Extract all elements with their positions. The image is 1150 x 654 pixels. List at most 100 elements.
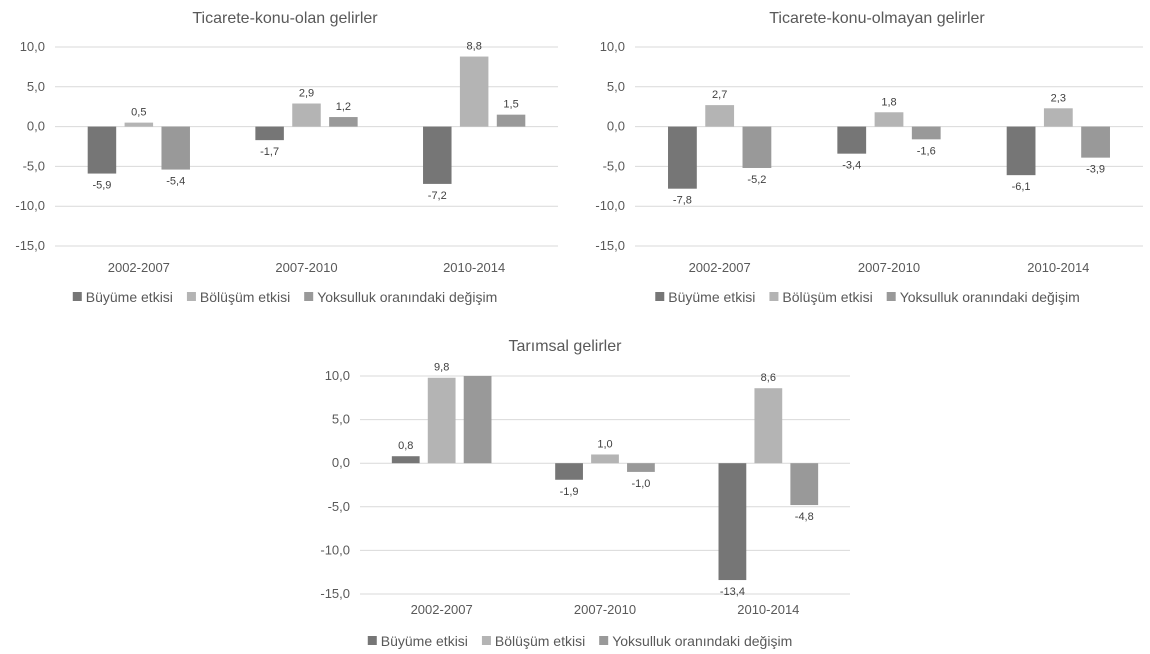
data-label: 0,5: [131, 107, 146, 119]
y-tick-label: 10,0: [600, 39, 625, 54]
data-label: 2,9: [299, 88, 314, 100]
data-label: 2,3: [1051, 92, 1066, 104]
data-label: -1,0: [631, 478, 650, 490]
bar-buyume-etkisi: [255, 126, 284, 141]
bar-bolusum-etkisi: [705, 105, 735, 127]
y-tick-label: 0,0: [607, 119, 625, 134]
chart-title: Tarımsal gelirler: [509, 338, 623, 355]
bar-yoksulluk-oranindaki-degisim: [1081, 126, 1110, 158]
y-tick-label: -10,0: [595, 198, 625, 213]
y-tick-label: 10,0: [325, 368, 350, 383]
x-category-label: 2007-2010: [574, 602, 636, 617]
bar-yoksulluk-oranindaki-degisim: [496, 114, 526, 127]
data-label: -5,2: [747, 174, 766, 186]
data-label: -6,1: [1012, 181, 1031, 193]
y-tick-label: -15,0: [595, 238, 625, 253]
data-label: 8,8: [467, 41, 482, 53]
bar-buyume-etkisi: [555, 463, 583, 480]
y-tick-label: 5,0: [332, 412, 350, 427]
chart-panel-ticarete-konu-olan: Ticarete-konu-olan gelirler 10,0 5,0 0,0 -5,…: [0, 0, 570, 318]
y-tick-label: 0,0: [332, 455, 350, 470]
chart-svg: Ticarete-konu-olmayan gelirler 10,0 5,0 0,0…: [595, 10, 1143, 305]
data-label: -1,6: [917, 145, 936, 157]
bar-buyume-etkisi: [391, 456, 420, 464]
bar-yoksulluk-oranindaki-degisim: [329, 117, 358, 127]
data-label: -5,9: [92, 180, 111, 192]
legend-label: Yoksulluk oranındaki değişim: [900, 289, 1080, 305]
legend-label: Bölüşüm etkisi: [495, 633, 585, 649]
y-tick-label: 0,0: [27, 119, 45, 134]
y-tick-label: -10,0: [320, 542, 350, 557]
legend: Büyüme etkisi Bölüşüm etkisi Yoksulluk ora…: [367, 633, 792, 649]
data-label: 8,6: [761, 372, 776, 384]
x-category-label: 2002-2007: [108, 260, 170, 275]
data-label: -7,2: [428, 190, 447, 202]
bar-bolusum-etkisi: [427, 377, 456, 464]
chart-svg: Tarımsal gelirler 10,0 5,0 0,0 -5,0 -10,0 -15,…: [320, 338, 850, 649]
bar-bolusum-etkisi: [292, 103, 321, 127]
bar-bolusum-etkisi: [754, 388, 783, 464]
y-tick-label: -5,0: [23, 158, 45, 173]
legend-label: Büyüme etkisi: [86, 289, 173, 305]
y-tick-label: -10,0: [15, 198, 45, 213]
y-tick-label: -5,0: [603, 158, 625, 173]
data-label: -1,9: [560, 486, 579, 498]
legend-label: Büyüme etkisi: [668, 289, 755, 305]
data-label: 1,5: [503, 99, 518, 111]
bar-buyume-etkisi: [837, 126, 867, 154]
bar-buyume-etkisi: [423, 126, 452, 184]
bar-yoksulluk-oranindaki-degisim: [911, 126, 941, 140]
legend: Büyüme etkisi Bölüşüm etkisi Yoksulluk ora…: [72, 289, 497, 305]
chart-svg: Ticarete-konu-olan gelirler 10,0 5,0 0,0 -5,…: [15, 10, 558, 305]
x-category-label: 2002-2007: [689, 260, 751, 275]
y-tick-label: -15,0: [15, 238, 45, 253]
bar-yoksulluk-oranindaki-degisim: [627, 463, 655, 472]
data-label: 1,2: [336, 101, 351, 113]
y-tick-label: -5,0: [328, 499, 350, 514]
chart-panel-tarimsal: Tarımsal gelirler 10,0 5,0 0,0 -5,0 -10,0 -15,…: [290, 328, 870, 654]
data-label: -4,8: [795, 511, 814, 523]
bar-bolusum-etkisi: [591, 454, 619, 464]
y-tick-label: 10,0: [20, 39, 45, 54]
data-label: -13,4: [720, 586, 745, 598]
data-label: -3,4: [842, 160, 861, 172]
data-label: 1,0: [597, 438, 612, 450]
data-label: 0,8: [398, 440, 413, 452]
chart-title: Ticarete-konu-olan gelirler: [192, 10, 378, 27]
bar-yoksulluk-oranindaki-degisim: [790, 463, 819, 506]
bar-bolusum-etkisi: [874, 112, 904, 127]
x-category-label: 2010-2014: [443, 260, 505, 275]
y-tick-label: 5,0: [27, 79, 45, 94]
x-category-label: 2010-2014: [1027, 260, 1089, 275]
data-label: -7,8: [673, 195, 692, 207]
x-category-label: 2007-2010: [275, 260, 337, 275]
x-category-label: 2010-2014: [737, 602, 799, 617]
x-category-label: 2002-2007: [411, 602, 473, 617]
bar-bolusum-etkisi: [459, 56, 489, 127]
bar-bolusum-etkisi: [1043, 108, 1073, 127]
bar-bolusum-etkisi: [124, 122, 154, 127]
legend-swatch: [655, 292, 665, 301]
legend: Büyüme etkisi Bölüşüm etkisi Yoksulluk ora…: [655, 289, 1080, 305]
bar-yoksulluk-oranindaki-degisim: [742, 126, 772, 168]
bar-buyume-etkisi: [87, 126, 117, 174]
chart-panel-ticarete-konu-olmayan: Ticarete-konu-olmayan gelirler 10,0 5,0 0,0…: [585, 0, 1150, 318]
legend-swatch: [769, 292, 779, 301]
legend-swatch: [599, 636, 609, 645]
legend-swatch: [367, 636, 377, 645]
data-label: 1,8: [881, 96, 896, 108]
legend-swatch: [886, 292, 896, 301]
legend-swatch: [304, 292, 314, 301]
data-label: -5,4: [166, 176, 185, 188]
data-label: -1,7: [260, 146, 279, 158]
legend-swatch: [186, 292, 196, 301]
data-label: 2,7: [712, 89, 727, 101]
data-label: 9,8: [434, 362, 449, 374]
y-tick-label: -15,0: [320, 586, 350, 601]
legend-label: Büyüme etkisi: [381, 633, 468, 649]
bar-buyume-etkisi: [668, 126, 697, 189]
legend-swatch: [481, 636, 491, 645]
chart-title: Ticarete-konu-olmayan gelirler: [769, 10, 985, 27]
bar-yoksulluk-oranindaki-degisim: [161, 126, 190, 170]
bar-buyume-etkisi: [718, 463, 747, 581]
